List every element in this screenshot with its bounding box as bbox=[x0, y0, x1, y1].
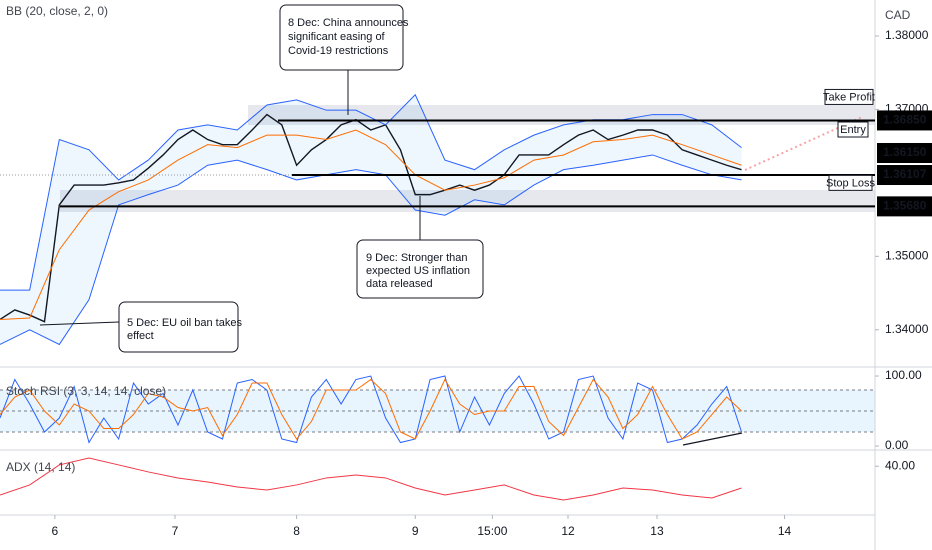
annotation-text: Covid-19 restrictions bbox=[288, 45, 389, 57]
annotation: 5 Dec: EU oil ban takes effect bbox=[39, 301, 242, 353]
y-tick-label: 40.00 bbox=[885, 458, 915, 472]
price-label-box bbox=[877, 143, 932, 164]
y-tick-label: 1.38000 bbox=[885, 28, 929, 42]
level-name: Take Profit bbox=[823, 91, 875, 103]
x-tick-label: 12 bbox=[561, 524, 575, 538]
level-name: Entry bbox=[840, 124, 866, 136]
x-tick-label: 15:00 bbox=[477, 524, 507, 538]
price-label: 1.36107 bbox=[883, 167, 927, 181]
indicator-title: BB (20, close, 2, 0) bbox=[6, 4, 108, 18]
level-name: Stop Loss bbox=[826, 177, 875, 189]
plot-area bbox=[0, 93, 875, 501]
divergence-line bbox=[682, 432, 743, 446]
level-name-box bbox=[828, 174, 873, 191]
x-tick-label: 13 bbox=[650, 524, 664, 538]
annotation-box bbox=[279, 4, 404, 71]
annotation-box bbox=[118, 301, 239, 353]
annotation-text: 8 Dec: China announces bbox=[288, 17, 409, 29]
series-line bbox=[0, 457, 742, 501]
level-name-box bbox=[837, 121, 869, 138]
x-tick-label: 7 bbox=[172, 524, 179, 538]
annotation-text: data released bbox=[366, 278, 433, 290]
annotation: 8 Dec: China announces significant easin… bbox=[279, 4, 409, 115]
y-tick-label: 0.00 bbox=[885, 438, 909, 452]
annotation-pointer bbox=[39, 321, 120, 326]
annotation-box bbox=[356, 239, 484, 299]
series-line bbox=[0, 129, 742, 320]
projection-line bbox=[744, 116, 863, 171]
band-fill bbox=[0, 94, 742, 345]
annotation-text: expected US inflation bbox=[366, 265, 470, 277]
x-tick-label: 14 bbox=[778, 524, 792, 538]
price-label: 1.36150 bbox=[883, 145, 927, 159]
price-label-box bbox=[877, 110, 932, 131]
price-label-box bbox=[877, 165, 932, 186]
indicator-title: Stoch RSI (3, 3, 14, 14, close) bbox=[6, 384, 166, 398]
series-line bbox=[0, 154, 742, 346]
series-line bbox=[0, 378, 742, 440]
y-tick-label: 100.00 bbox=[885, 368, 922, 382]
annotation-text: significant easing of bbox=[288, 31, 386, 43]
x-tick-label: 9 bbox=[412, 524, 419, 538]
level-name-box bbox=[824, 88, 874, 105]
annotation: 9 Dec: Stronger than expected US inflati… bbox=[356, 196, 484, 299]
axis-currency: CAD bbox=[885, 8, 911, 22]
price-label-box bbox=[877, 196, 932, 217]
price-label: 1.35680 bbox=[883, 199, 927, 213]
annotation-text: effect bbox=[127, 330, 154, 342]
y-tick-label: 1.34000 bbox=[885, 322, 929, 336]
x-tick-label: 8 bbox=[293, 524, 300, 538]
indicator-title: ADX (14, 14) bbox=[6, 460, 75, 474]
price-label: 1.36850 bbox=[883, 113, 927, 127]
series-line bbox=[0, 375, 743, 444]
annotation-text: 9 Dec: Stronger than bbox=[366, 252, 468, 264]
y-tick-label: 1.35000 bbox=[885, 248, 929, 262]
annotation-text: 5 Dec: EU oil ban takes bbox=[127, 317, 242, 329]
x-tick-label: 6 bbox=[52, 524, 59, 538]
series-line bbox=[0, 113, 742, 323]
